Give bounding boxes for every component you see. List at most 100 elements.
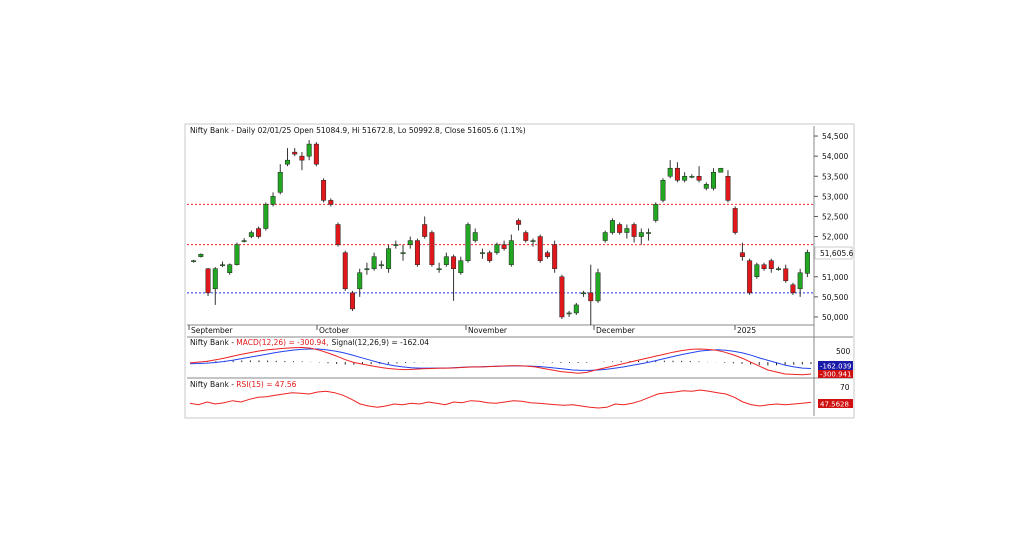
candle-body [696, 176, 702, 181]
candle-body [212, 268, 218, 290]
candle-body [270, 196, 276, 205]
candle-body [263, 204, 269, 229]
candle-body [552, 244, 558, 269]
candle-body [508, 240, 514, 265]
candle-body [595, 272, 601, 302]
candle-body [335, 224, 341, 245]
candle-body [609, 220, 615, 233]
rsi-line [189, 389, 812, 409]
horizontal-levels [187, 203, 814, 294]
candle-body [544, 252, 550, 257]
candle-body [393, 244, 399, 246]
macd-value-box [818, 370, 853, 378]
signal-value-box [818, 361, 853, 370]
candle-body [429, 232, 435, 265]
candle-body [248, 232, 254, 237]
candle-body [277, 171, 283, 193]
candle-body [501, 244, 507, 249]
y-tick-label-5: 52,000 [822, 233, 848, 242]
candle-body [357, 272, 363, 290]
macd-legend-signal: Signal(12,26,9) = -162.04 [331, 338, 429, 347]
macd-value-label: -300.941 [820, 371, 851, 379]
y-tick-label-8: 50,000 [822, 313, 848, 322]
month-label-december: December [596, 326, 636, 335]
candle-body [739, 252, 745, 257]
rsi-legend-prefix: Nifty Bank - [190, 380, 236, 389]
chart-border [184, 123, 855, 419]
candle-body [306, 143, 312, 157]
candle-body [768, 260, 774, 269]
month-label-2025: 2025 [737, 326, 756, 335]
candle-body [732, 208, 738, 233]
candle-body [725, 176, 731, 201]
rsi-legend-value: RSI(15) = 47.56 [236, 380, 296, 389]
candle-body [660, 180, 666, 201]
candle-body [581, 292, 587, 295]
candle-body [436, 268, 442, 270]
candle-body [299, 155, 305, 161]
candle-body [646, 232, 652, 234]
candle-body [342, 252, 348, 290]
y-tick-label-6: 51,000 [822, 273, 848, 282]
candle-body [682, 176, 688, 181]
candle-body [321, 180, 327, 201]
month-labels: September October November December 2025 [188, 325, 756, 335]
candle-body [559, 276, 565, 318]
last-price-label: 51,605.6 [820, 249, 854, 258]
candle-body [566, 312, 572, 315]
candle-body [371, 256, 377, 269]
candle-body [458, 260, 464, 273]
candle-body [284, 159, 290, 165]
candle-body [198, 253, 204, 257]
candle-body [422, 224, 428, 237]
rsi-panel: Nifty Bank - RSI(15) = 47.56 70 47.5628 [189, 378, 853, 416]
candle-body [292, 151, 298, 155]
month-label-november: November [468, 326, 508, 335]
rsi-legend: Nifty Bank - RSI(15) = 47.56 [190, 380, 297, 389]
macd-tick-500: 500 [836, 347, 851, 356]
candle-body [465, 224, 471, 261]
macd-panel: Nifty Bank - MACD(12,26) = -300.94, Signa… [187, 337, 853, 379]
candle-body [703, 184, 709, 189]
month-label-october: October [319, 326, 350, 335]
candle-body [804, 252, 810, 274]
candle-body [653, 204, 659, 221]
candle-body [776, 268, 781, 270]
y-tick-label-0: 54,500 [822, 132, 848, 141]
candle-body [754, 264, 760, 278]
candle-body [530, 240, 536, 242]
candle-body [234, 244, 240, 265]
month-label-september: September [191, 326, 233, 335]
candlestick-series [191, 140, 810, 325]
candle-body [588, 292, 594, 302]
candle-body [761, 264, 767, 269]
chart-title: Nifty Bank - Daily 02/01/25 Open 51084.9… [190, 126, 526, 135]
candle-body [602, 232, 608, 241]
candle-body [494, 244, 500, 253]
rsi-tick-70: 70 [840, 383, 850, 392]
candle-body [386, 248, 392, 269]
price-y-ticks: 54,500 54,000 53,500 53,000 52,500 52,000 51,0… [814, 132, 848, 322]
macd-legend: Nifty Bank - MACD(12,26) = -300.94, Signa… [190, 338, 429, 347]
macd-legend-prefix: Nifty Bank - [190, 338, 236, 347]
candle-body [718, 167, 724, 173]
candle-body [783, 268, 789, 282]
candle-body [256, 228, 262, 237]
candle-body [689, 176, 695, 178]
candle-body [451, 256, 457, 269]
y-tick-label-7: 50,500 [822, 293, 848, 302]
candle-body [638, 232, 644, 237]
candle-body [797, 272, 803, 290]
candle-body [667, 167, 673, 177]
macd-legend-value: MACD(12,26) = -300.94, [236, 338, 328, 347]
candle-body [227, 264, 233, 273]
candle-body [617, 224, 623, 233]
y-tick-label-1: 54,000 [822, 152, 848, 161]
candle-body [378, 264, 384, 266]
candle-body [711, 171, 717, 189]
candle-body [313, 143, 319, 165]
candle-body [537, 236, 543, 261]
candle-body [191, 260, 197, 262]
y-tick-label-3: 53,000 [822, 192, 848, 201]
